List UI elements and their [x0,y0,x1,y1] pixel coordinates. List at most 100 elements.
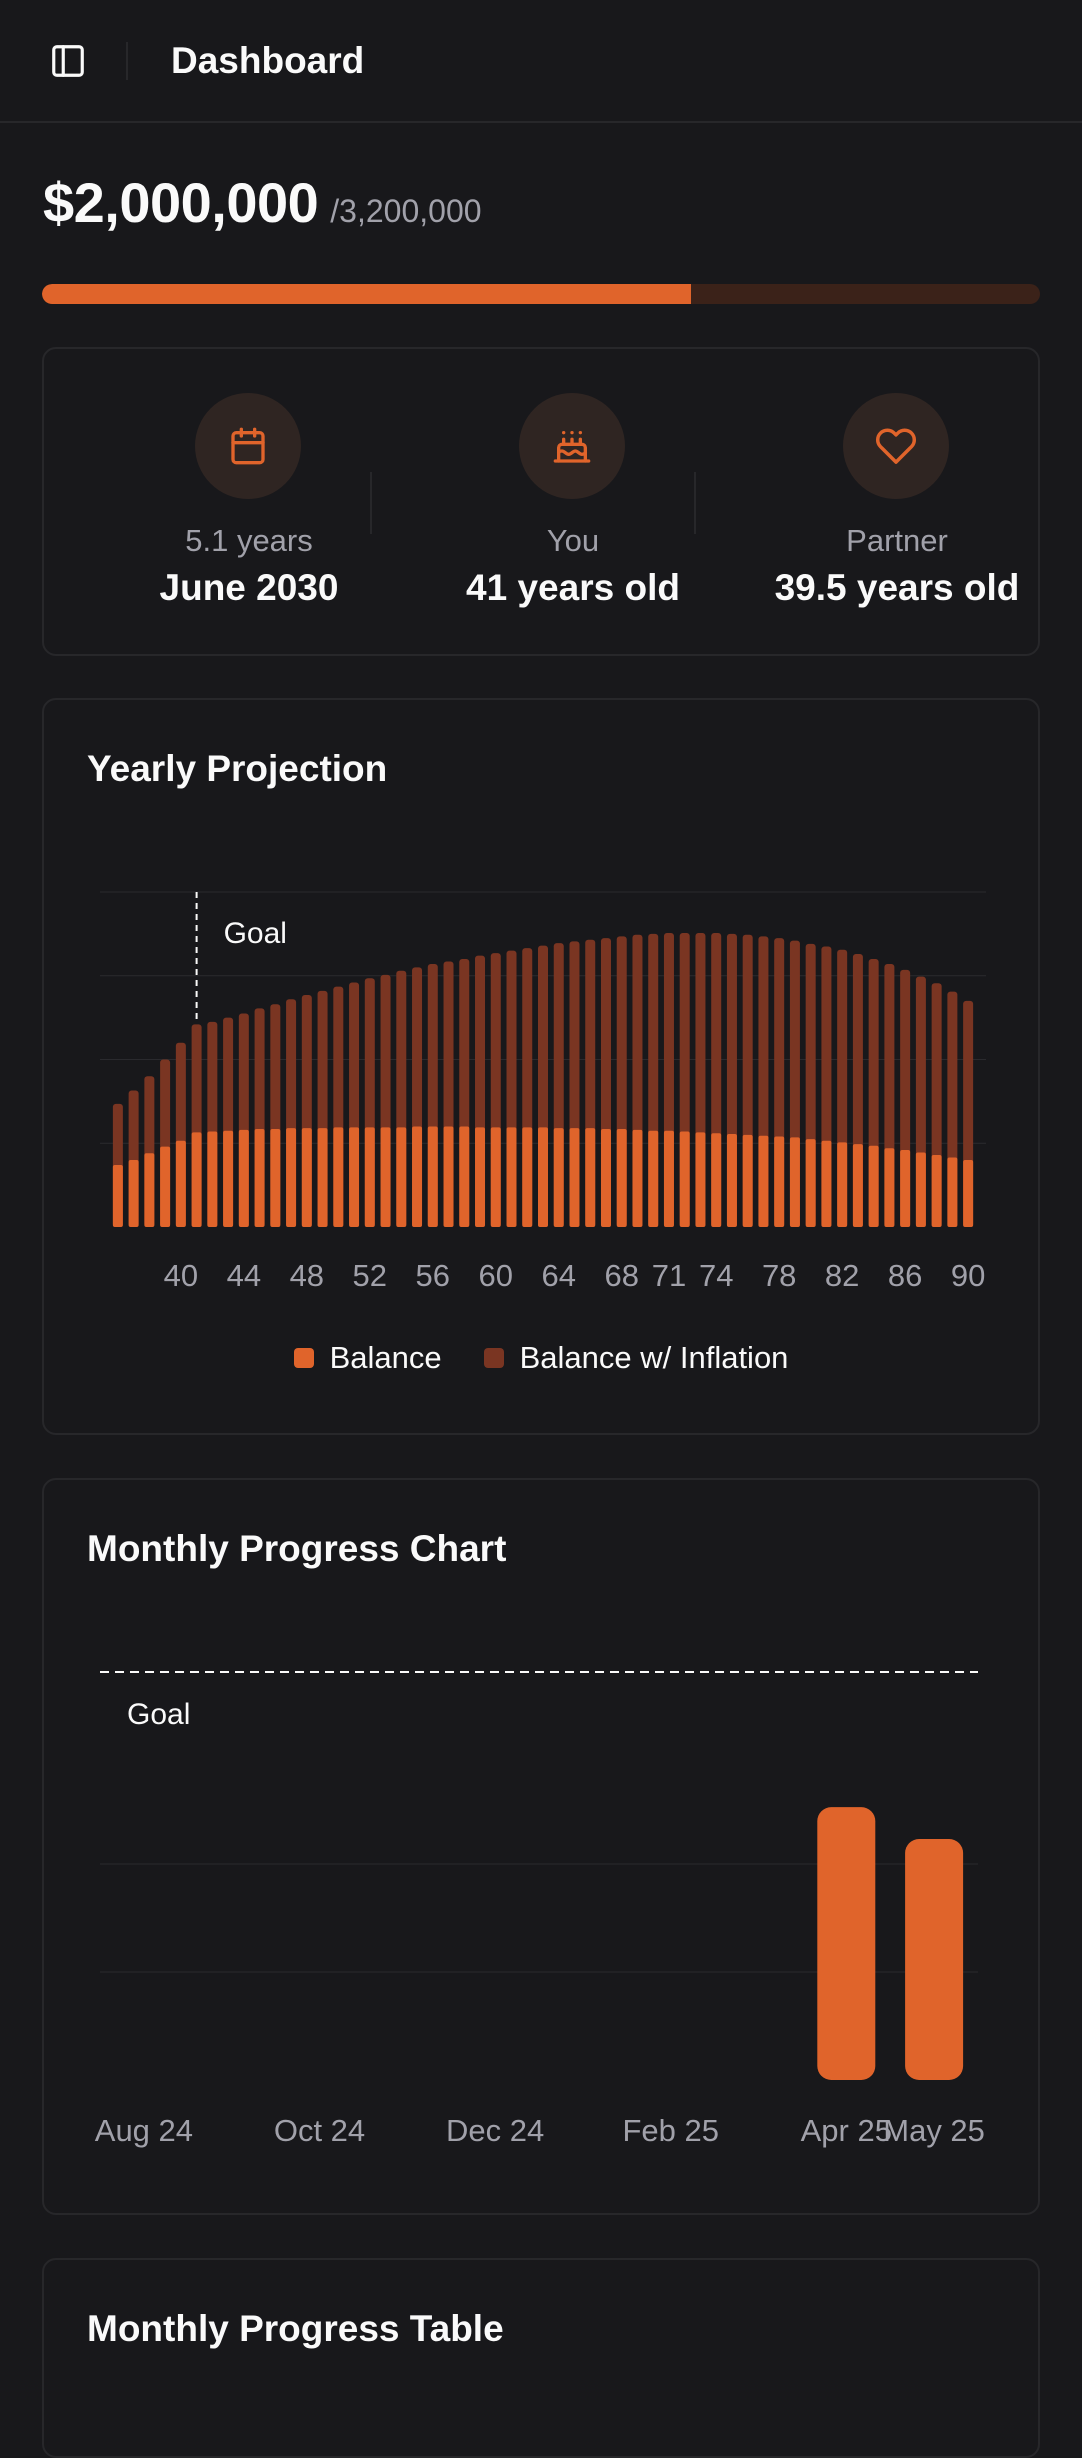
savings-amount: $2,000,000 /3,200,000 [43,170,482,235]
sidebar-toggle-button[interactable] [44,37,92,85]
bar-balance [270,1129,281,1227]
legend-swatch-inflation [483,1348,504,1368]
bar-balance [868,1145,879,1227]
bar-balance [742,1134,753,1227]
stat-label: 5.1 years [185,523,313,558]
bar-balance [931,1154,942,1227]
x-tick-label: Dec 24 [446,2113,544,2148]
bar-balance [632,1129,643,1227]
bar-balance [726,1134,737,1227]
bar-balance [286,1128,297,1227]
x-tick-label: Apr 25 [801,2113,892,2148]
bar-balance [144,1153,155,1227]
legend-item-balance[interactable]: Balance [293,1340,442,1376]
current-amount: $2,000,000 [43,171,319,234]
cake-icon-badge [519,393,625,499]
bar-balance [758,1135,769,1227]
bar-balance [254,1129,265,1227]
card-title: Yearly Projection [87,748,388,789]
bar-balance [175,1140,186,1227]
x-tick-label: 82 [825,1258,859,1293]
x-tick-label: 71 [652,1258,686,1293]
top-bar: Dashboard [0,0,1082,123]
x-tick-label: 90 [951,1258,985,1293]
yearly-projection-chart: Goal 40 44 48 52 56 60 64 68 71 74 78 82 86 90 [100,891,986,1293]
chart-legend: Balance Balance w/ Inflation [44,1340,1038,1376]
x-tick-label: 78 [762,1258,796,1293]
x-tick-label: 40 [164,1258,198,1293]
heart-icon [875,428,917,464]
stat-value: 39.5 years old [774,567,1020,608]
bar-balance [538,1127,548,1227]
bar-balance [821,1140,832,1227]
bar-balance [522,1127,533,1227]
calendar-icon-badge [195,393,301,499]
x-tick-label: Oct 24 [274,2113,365,2148]
monthly-progress-table-card: Monthly Progress Table [42,2258,1040,2458]
bar-balance [412,1126,423,1227]
savings-progress-bar [42,284,1040,304]
stat-divider [370,472,372,534]
yearly-projection-card: Yearly Projection Goal 40 44 48 52 56 60 64 68 71… [42,698,1040,1435]
card-title: Monthly Progress Chart [87,1528,507,1569]
stats-card: 5.1 years June 2030 You 41 years old Par… [42,347,1040,656]
bar-balance [128,1160,139,1227]
bar-balance [301,1128,312,1227]
bar-balance [333,1127,344,1227]
goal-label: Goal [127,1698,190,1731]
sidebar-toggle-icon [52,45,84,77]
goal-label: Goal [224,917,287,950]
bar-balance [695,1132,706,1227]
bar-balance [663,1130,674,1227]
bar-balance [317,1128,328,1227]
bar-balance [553,1128,564,1227]
bar-balance [396,1127,407,1227]
bar-balance [380,1127,391,1227]
x-tick-label: 86 [888,1258,922,1293]
x-tick-label: May 25 [883,2113,985,2148]
bar-balance [837,1142,848,1227]
bar-balance [490,1127,501,1227]
bar-balance [805,1139,816,1227]
bar-balance [711,1133,722,1227]
x-tick-label: 52 [353,1258,387,1293]
x-tick-label: 44 [227,1258,261,1293]
cake-icon [553,431,591,463]
bar-balance [789,1137,800,1227]
bar-balance [238,1129,249,1227]
monthly-progress-card: Monthly Progress Chart Goal Aug 24 Oct 24 D… [42,1478,1040,2215]
stat-label: You [546,523,600,558]
x-tick-label: 48 [290,1258,324,1293]
bar-balance [884,1148,895,1227]
legend-item-inflation[interactable]: Balance w/ Inflation [483,1340,789,1376]
stat-divider [694,472,696,534]
x-tick-label: 68 [604,1258,638,1293]
x-tick-label: 74 [699,1258,733,1293]
calendar-icon [231,427,265,465]
bar-balance [459,1126,470,1227]
page-title: Dashboard [171,40,365,81]
target-amount: /3,200,000 [330,193,482,229]
bar-balance [774,1136,785,1227]
monthly-bar [817,1807,876,2080]
legend-swatch-balance [293,1348,314,1368]
stat-label: Partner [846,523,948,558]
stat-value: June 2030 [159,567,339,608]
bar-balance [852,1144,863,1227]
bar-balance [915,1152,926,1227]
bar-balance [585,1128,596,1227]
bar-balance [616,1129,627,1227]
heart-icon-badge [843,393,949,499]
legend-label: Balance [329,1340,442,1375]
bar-balance [600,1129,611,1227]
bar-balance [947,1157,958,1227]
x-tick-label: 60 [479,1258,513,1293]
bar-balance [223,1130,234,1227]
bar-balance [900,1149,911,1227]
bar-balance [475,1127,486,1227]
legend-label: Balance w/ Inflation [519,1340,789,1375]
bar-balance [569,1128,580,1227]
bar-balance [963,1160,974,1227]
savings-progress-fill [42,284,691,304]
